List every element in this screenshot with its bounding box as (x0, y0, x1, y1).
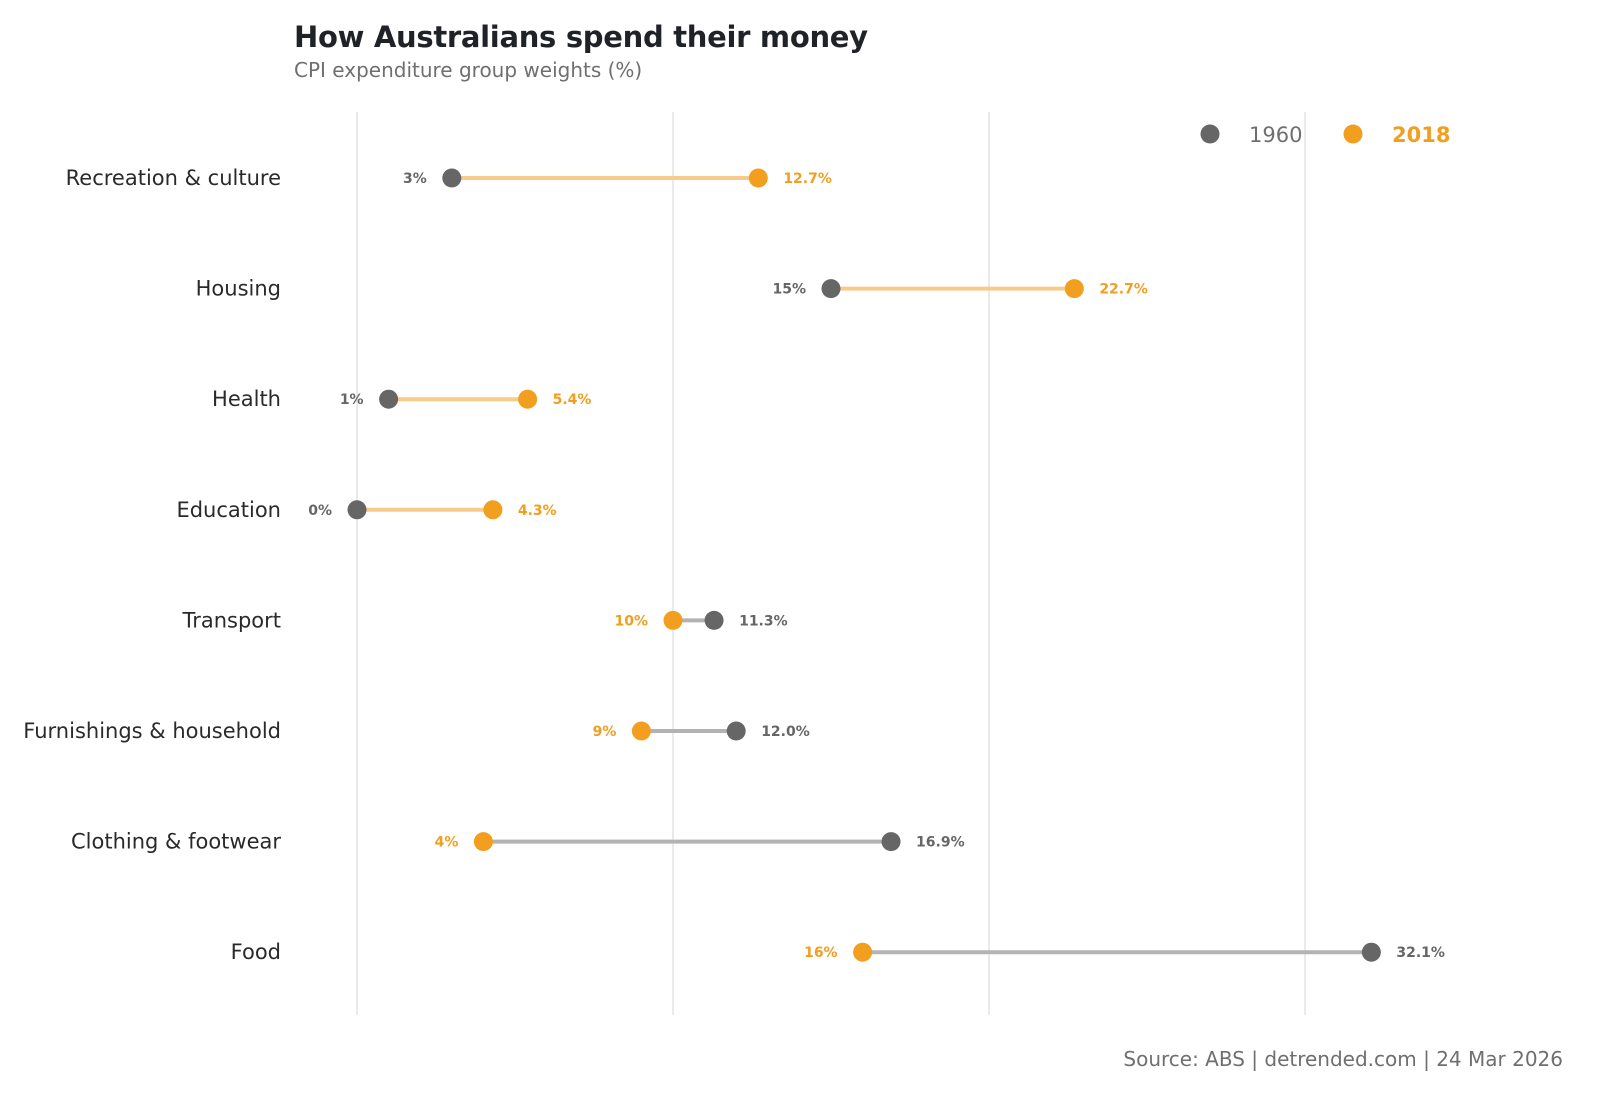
point-2018 (518, 389, 538, 409)
point-2018 (748, 168, 768, 188)
point-2018 (483, 500, 503, 520)
legend-marker-2018 (1343, 124, 1363, 144)
value-label-2018: 9% (593, 724, 617, 740)
category-label: Transport (181, 608, 281, 632)
category-label: Health (212, 387, 281, 411)
point-1960 (379, 389, 399, 409)
category-label: Education (176, 498, 281, 522)
value-label-1960: 12.0% (761, 724, 810, 740)
legend-label-2018: 2018 (1392, 123, 1450, 147)
value-label-2018: 12.7% (783, 171, 832, 187)
point-2018 (631, 721, 651, 741)
point-1960 (347, 500, 367, 520)
category-label: Recreation & culture (66, 166, 281, 190)
value-label-2018: 5.4% (553, 392, 592, 408)
category-label: Food (231, 940, 281, 964)
value-label-1960: 32.1% (1396, 945, 1445, 961)
value-label-1960: 3% (403, 171, 427, 187)
point-1960 (442, 168, 462, 188)
category-label: Housing (196, 277, 281, 301)
legend-marker-1960 (1200, 124, 1220, 144)
value-label-1960: 16.9% (916, 835, 965, 851)
chart-subtitle: CPI expenditure group weights (%) (294, 58, 643, 82)
point-1960 (821, 279, 841, 299)
value-label-1960: 15% (772, 282, 806, 298)
point-1960 (726, 721, 746, 741)
point-2018 (473, 832, 493, 852)
value-label-2018: 16% (804, 945, 838, 961)
value-label-1960: 11.3% (739, 613, 788, 629)
chart-title: How Australians spend their money (294, 20, 868, 54)
point-1960 (704, 610, 724, 630)
point-2018 (1064, 279, 1084, 299)
point-1960 (881, 832, 901, 852)
legend-label-1960: 1960 (1249, 123, 1302, 147)
value-label-1960: 1% (340, 392, 364, 408)
point-1960 (1361, 942, 1381, 962)
value-label-1960: 0% (308, 503, 332, 519)
value-label-2018: 4% (435, 835, 459, 851)
point-2018 (853, 942, 873, 962)
point-2018 (663, 610, 683, 630)
value-label-2018: 4.3% (518, 503, 557, 519)
value-label-2018: 22.7% (1099, 282, 1148, 298)
category-label: Furnishings & household (23, 719, 281, 743)
category-label: Clothing & footwear (71, 830, 281, 854)
value-label-2018: 10% (614, 613, 648, 629)
source-caption: Source: ABS | detrended.com | 24 Mar 202… (1123, 1047, 1563, 1071)
